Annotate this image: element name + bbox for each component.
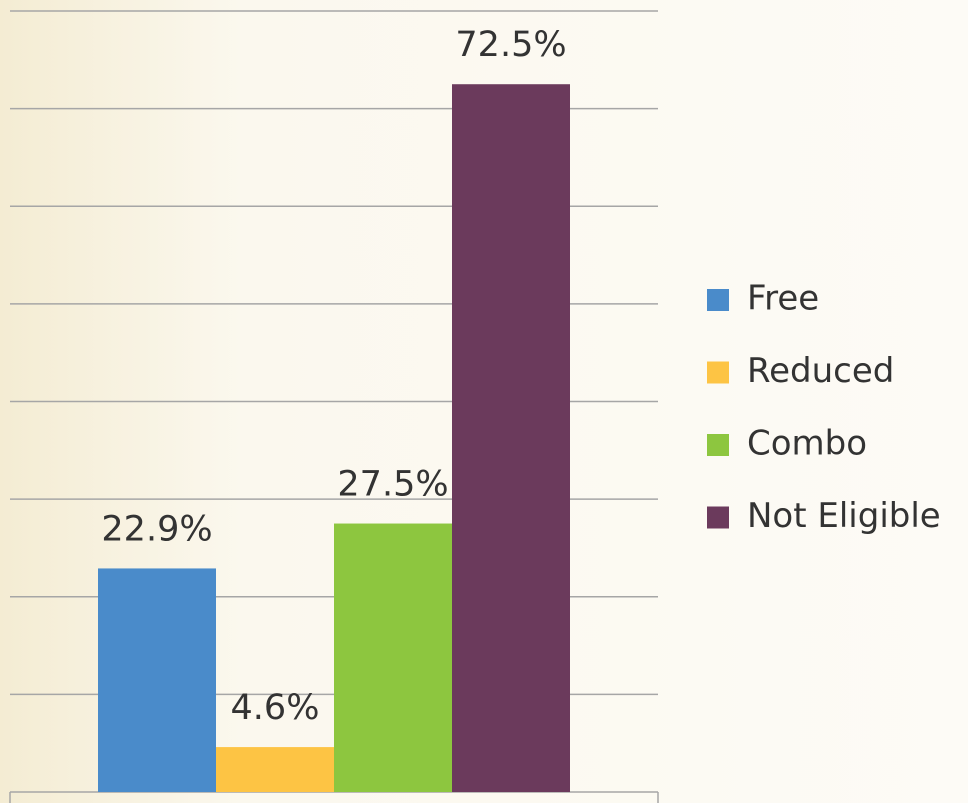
bar: [334, 523, 452, 792]
data-label: 27.5%: [337, 465, 448, 505]
bar: [452, 84, 570, 792]
legend-swatch: [707, 361, 729, 384]
data-label: 4.6%: [231, 688, 320, 728]
bar: [98, 568, 216, 792]
bar: [216, 747, 334, 792]
legend-swatch: [707, 434, 729, 456]
legend-swatch: [707, 506, 729, 529]
data-label: 72.5%: [455, 25, 566, 65]
legend-label: Reduced: [747, 351, 894, 391]
legend-label: Free: [747, 279, 819, 319]
data-label: 22.9%: [101, 509, 212, 549]
legend-label: Not Eligible: [747, 496, 941, 536]
legend-swatch: [707, 289, 729, 311]
legend-label: Combo: [747, 424, 867, 464]
